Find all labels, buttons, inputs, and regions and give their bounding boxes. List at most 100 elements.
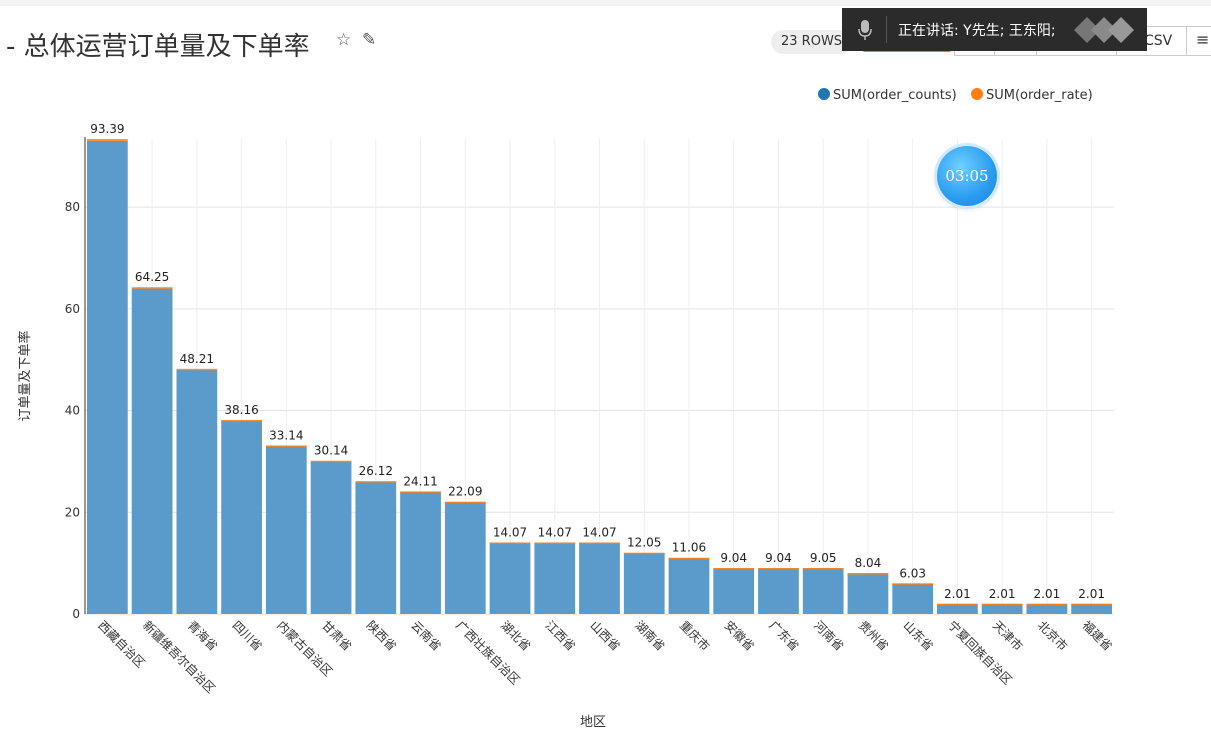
x-tick-label: 陕西省 bbox=[364, 618, 400, 654]
x-tick-label: 山东省 bbox=[901, 618, 936, 653]
bar-order-rate[interactable] bbox=[265, 445, 307, 447]
x-tick-label: 贵州省 bbox=[856, 618, 891, 653]
bar-value-label: 8.04 bbox=[855, 556, 882, 570]
bar-order-rate[interactable] bbox=[444, 501, 486, 504]
chart-legend: SUM(order_counts) SUM(order_rate) bbox=[818, 88, 1093, 103]
x-tick-label: 甘肃省 bbox=[319, 618, 354, 653]
x-tick-label: 湖北省 bbox=[498, 618, 534, 654]
y-tick-label: 40 bbox=[65, 404, 80, 418]
y-axis-label: 订单量及下单率 bbox=[17, 330, 33, 421]
legend-marker[interactable] bbox=[818, 88, 830, 100]
bar-order-rate[interactable] bbox=[1026, 603, 1068, 606]
bar-order-counts[interactable] bbox=[892, 583, 934, 614]
legend-label[interactable]: SUM(order_counts) bbox=[833, 88, 957, 103]
x-tick-label: 四川省 bbox=[229, 618, 264, 653]
x-tick-label: 山西省 bbox=[587, 618, 622, 653]
bar-order-counts[interactable] bbox=[847, 573, 889, 614]
bar-value-label: 11.06 bbox=[672, 541, 706, 555]
bar-value-label: 14.07 bbox=[538, 525, 572, 539]
bar-order-rate[interactable] bbox=[892, 583, 934, 585]
bar-order-counts[interactable] bbox=[534, 542, 576, 614]
bar-order-rate[interactable] bbox=[400, 491, 441, 493]
bar-value-label: 33.14 bbox=[269, 428, 303, 442]
microphone-icon bbox=[858, 20, 872, 40]
x-tick-label: 湖南省 bbox=[632, 618, 668, 654]
speaking-text: 正在讲话: Y先生; 王东阳; bbox=[898, 23, 1056, 39]
x-tick-label: 重庆市 bbox=[677, 618, 713, 654]
bar-value-label: 22.09 bbox=[448, 485, 482, 499]
y-tick-label: 80 bbox=[65, 200, 80, 214]
bar-order-counts[interactable] bbox=[1026, 603, 1068, 614]
bar-order-rate[interactable] bbox=[847, 573, 889, 575]
bar-order-counts[interactable] bbox=[265, 446, 307, 614]
bar-value-label: 30.14 bbox=[314, 444, 348, 458]
bar-order-rate[interactable] bbox=[579, 542, 620, 544]
star-icon[interactable]: ☆ bbox=[336, 30, 352, 50]
bar-order-rate[interactable] bbox=[131, 287, 173, 289]
bar-order-rate[interactable] bbox=[176, 368, 218, 371]
bar-value-label: 38.16 bbox=[224, 403, 258, 417]
bar-order-counts[interactable] bbox=[758, 568, 799, 614]
x-tick-label: 青海省 bbox=[185, 618, 221, 654]
bar-order-rate[interactable] bbox=[1071, 603, 1112, 606]
bar-value-label: 12.05 bbox=[627, 536, 661, 550]
x-tick-label: 福建省 bbox=[1080, 618, 1116, 654]
bar-order-rate[interactable] bbox=[802, 567, 844, 570]
bar-order-rate[interactable] bbox=[758, 568, 799, 570]
banner-divider bbox=[886, 16, 887, 43]
bar-order-rate[interactable] bbox=[87, 139, 128, 141]
bar-order-counts[interactable] bbox=[131, 288, 173, 614]
x-tick-label: 安徽省 bbox=[722, 618, 758, 654]
bar-order-counts[interactable] bbox=[668, 558, 710, 614]
bar-order-rate[interactable] bbox=[668, 557, 710, 560]
bar-order-rate[interactable] bbox=[534, 542, 576, 544]
bar-order-rate[interactable] bbox=[713, 568, 755, 570]
x-tick-label: 云南省 bbox=[408, 618, 444, 654]
bar-order-counts[interactable] bbox=[579, 542, 620, 614]
bar-order-counts[interactable] bbox=[176, 369, 218, 614]
bar-order-rate[interactable] bbox=[623, 552, 665, 555]
bar-order-counts[interactable] bbox=[310, 461, 352, 614]
bar-order-rate[interactable] bbox=[981, 603, 1023, 606]
bar-order-counts[interactable] bbox=[1071, 603, 1112, 614]
page-title: - 总体运营订单量及下单率 bbox=[6, 32, 310, 62]
bar-order-rate[interactable] bbox=[489, 542, 531, 544]
bar-value-label: 64.25 bbox=[135, 270, 169, 284]
legend-marker[interactable] bbox=[971, 88, 983, 100]
bar-order-counts[interactable] bbox=[87, 140, 128, 614]
bar-order-counts[interactable] bbox=[623, 552, 665, 614]
hamburger-menu-icon[interactable]: ≡ bbox=[1196, 30, 1210, 49]
y-tick-label: 20 bbox=[65, 505, 80, 519]
timer-badge[interactable]: 03:05 bbox=[937, 146, 997, 206]
legend-label[interactable]: SUM(order_rate) bbox=[986, 88, 1093, 103]
speaking-banner: 正在讲话: Y先生; 王东阳; bbox=[842, 8, 1147, 51]
bar-value-label: 14.07 bbox=[582, 525, 616, 539]
bars: 93.39 64.25 48.21 38.16 33.14 30.14 26.12 24.11… bbox=[87, 122, 1112, 614]
x-tick-label: 天津市 bbox=[990, 618, 1026, 654]
bar-order-rate[interactable] bbox=[310, 460, 352, 463]
bar-order-counts[interactable] bbox=[713, 568, 755, 614]
bar-order-counts[interactable] bbox=[802, 568, 844, 614]
edit-icon[interactable]: ✎ bbox=[362, 30, 377, 50]
bar-order-rate[interactable] bbox=[221, 419, 262, 422]
top-strip bbox=[0, 0, 1211, 6]
bar-order-counts[interactable] bbox=[489, 542, 531, 614]
bar-value-label: 2.01 bbox=[989, 587, 1016, 601]
avatar-blur bbox=[1074, 17, 1134, 43]
csv-button[interactable] bbox=[1117, 27, 1187, 55]
bar-value-label: 9.05 bbox=[810, 551, 837, 565]
csv-label: CSV bbox=[1144, 33, 1173, 49]
bar-order-rate[interactable] bbox=[937, 603, 978, 606]
bar-order-counts[interactable] bbox=[355, 481, 397, 614]
bar-order-counts[interactable] bbox=[444, 502, 486, 614]
bar-order-counts[interactable] bbox=[221, 420, 262, 614]
y-tick-label: 0 bbox=[72, 607, 80, 621]
bar-order-counts[interactable] bbox=[981, 603, 1023, 614]
bar-value-label: 2.01 bbox=[944, 587, 971, 601]
x-axis-label: 地区 bbox=[580, 715, 606, 730]
bar-order-counts[interactable] bbox=[400, 491, 441, 614]
bar-order-rate[interactable] bbox=[355, 481, 397, 483]
bar-order-counts[interactable] bbox=[937, 603, 978, 614]
bar-value-label: 24.11 bbox=[403, 474, 437, 488]
